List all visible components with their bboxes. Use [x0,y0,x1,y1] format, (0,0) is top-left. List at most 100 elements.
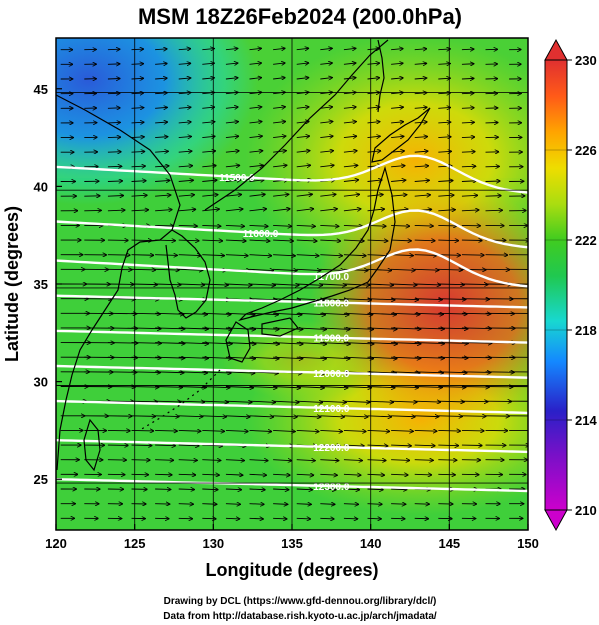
wind-arrow [131,93,144,94]
wind-arrow [414,63,427,64]
wind-arrow [461,122,475,123]
wind-arrow [391,63,403,64]
wind-arrow [391,357,421,358]
x-tick-label: 125 [124,536,146,551]
wind-arrow [320,151,333,153]
wind-arrow [249,343,280,344]
wind-arrow [414,78,427,79]
wind-arrow [225,343,256,344]
wind-arrow [343,225,363,226]
wind-arrow [249,225,269,226]
wind-arrow [414,343,445,344]
plot-area: 11500.0 11600.0 11700.0 11800.0 11900.0 12000… [56,38,528,530]
wind-arrow [155,269,179,270]
wind-arrow [155,180,170,181]
wind-arrow [273,63,285,64]
wind-arrow [155,357,185,358]
colorbar-tick-label: 230 [575,53,597,68]
wind-arrow [343,255,366,256]
wind-arrow [343,63,356,64]
wind-arrow [414,166,429,167]
wind-arrow [249,107,262,108]
wind-arrow [367,284,394,285]
wind-arrow [131,78,144,79]
wind-arrow [438,64,450,65]
contour-label: 11900.0 [314,334,350,345]
wind-arrow [273,78,285,79]
wind-arrow [320,416,344,417]
wind-arrow [178,136,192,137]
wind-arrow [131,64,144,65]
wind-arrow [155,372,184,373]
wind-arrow [202,180,217,181]
wind-arrow [178,328,209,329]
wind-arrow [320,489,336,490]
colorbar-ticks: 210 214 218 222 226 230 [545,53,597,518]
wind-arrow [131,357,162,358]
wind-arrow [367,269,392,270]
wind-arrow [296,136,310,138]
wind-arrow [155,63,167,64]
wind-arrow [131,122,145,123]
wind-arrow [391,401,417,402]
wind-arrow [273,489,289,490]
wind-arrow [225,255,248,256]
wind-arrow [273,151,286,153]
wind-arrow [296,209,314,211]
wind-arrow [296,518,311,519]
wind-arrow [343,343,374,344]
wind-arrow [414,401,441,402]
wind-arrow [414,430,437,431]
wind-arrow [296,313,326,314]
wind-arrow [155,313,184,314]
wind-arrow [178,63,191,64]
colorbar-tick-label: 226 [575,143,597,158]
wind-arrow [343,209,361,211]
wind-arrow [178,151,192,152]
x-tick-label: 130 [202,536,224,551]
wind-arrow [414,328,445,329]
wind-arrow [131,137,145,138]
wind-arrow [438,328,468,329]
wind-arrow [202,49,214,50]
wind-arrow [367,357,398,358]
wind-arrow [320,299,348,300]
wind-arrow [343,313,373,314]
wind-arrow [249,136,263,137]
wind-arrow [178,372,208,373]
wind-arrow [273,328,303,329]
wind-arrow [131,195,148,196]
wind-arrow [202,313,231,314]
wind-arrow [391,474,408,475]
wind-arrow [249,401,276,402]
wind-arrow [202,63,214,64]
wind-arrow [225,284,252,285]
wind-arrow [320,445,340,446]
wind-arrow [391,518,405,519]
wind-arrow [225,387,254,388]
wind-arrow [320,430,342,431]
wind-arrow [343,504,359,505]
wind-arrow [273,284,299,285]
wind-arrow [225,48,238,49]
wind-arrow [414,255,437,256]
wind-arrow [225,460,245,461]
wind-arrow [131,387,160,388]
wind-arrow [438,225,457,226]
wind-arrow [438,284,464,285]
wind-arrow [225,518,240,519]
wind-arrow [367,416,392,417]
wind-arrow [249,48,262,49]
wind-arrow [225,489,242,490]
wind-arrow [131,416,156,417]
wind-arrow [178,269,203,270]
wind-arrow [202,489,218,490]
x-tick-label: 140 [360,536,382,551]
wind-arrow [367,518,382,519]
wind-arrow [202,107,214,108]
wind-arrow [249,194,266,196]
wind-arrow [343,401,370,402]
wind-arrow [343,489,360,490]
wind-arrow [296,460,316,461]
wind-arrow [414,357,445,358]
